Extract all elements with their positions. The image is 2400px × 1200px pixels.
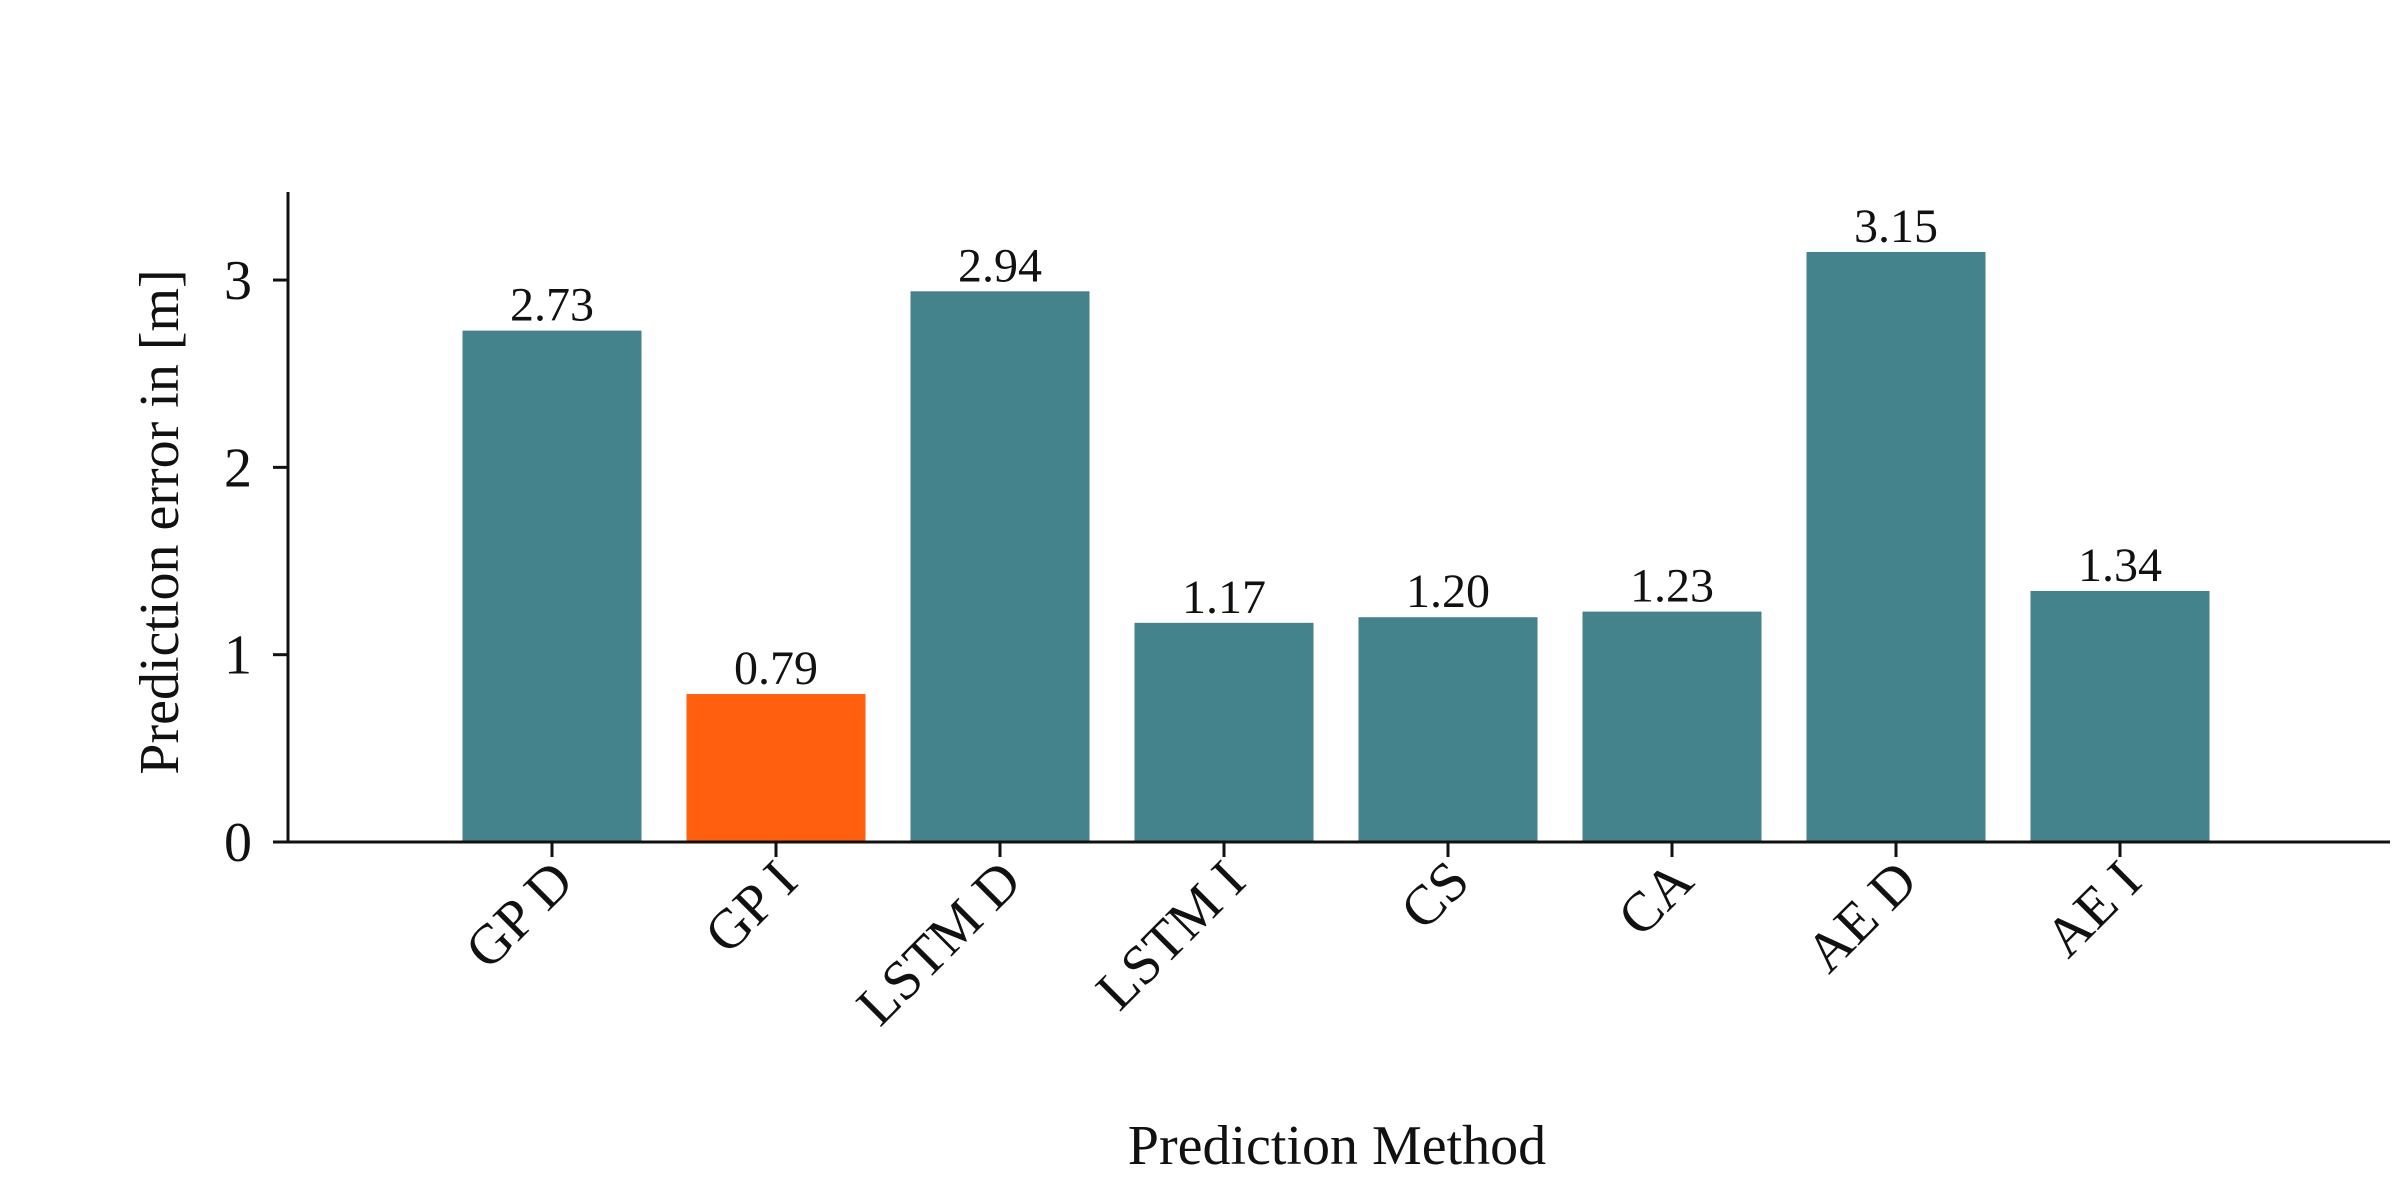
y-ticks-layer: 0 1 2 3 xyxy=(224,250,288,874)
x-axis-label: Prediction Method xyxy=(1128,1115,1546,1177)
bar-ae-i xyxy=(2030,590,2210,842)
x-tick-label-gp-i: GP I xyxy=(693,849,809,965)
bar-gp-d xyxy=(462,330,642,842)
x-tick-label-ca: CA xyxy=(1606,849,1705,948)
value-label-lstm-i: 1.17 xyxy=(1182,571,1266,624)
bars-layer xyxy=(462,251,2210,842)
x-tick-label-cs: CS xyxy=(1389,849,1481,941)
x-ticks-layer: GP D GP I LSTM D LSTM I CS CA AE D AE I xyxy=(454,842,2153,1037)
x-tick-label-ae-i: AE I xyxy=(2033,849,2153,969)
value-label-gp-d: 2.73 xyxy=(510,279,594,332)
x-tick-label-ae-d: AE D xyxy=(1794,849,1929,984)
y-axis-label: Prediction error in [m] xyxy=(129,269,191,774)
value-label-gp-i: 0.79 xyxy=(734,642,818,695)
x-tick-label-lstm-i: LSTM I xyxy=(1085,849,1258,1022)
bar-gp-i xyxy=(686,694,866,842)
bar-lstm-d xyxy=(910,291,1090,842)
y-tick-label-1: 1 xyxy=(224,625,252,687)
bar-ca xyxy=(1582,611,1762,842)
bar-lstm-i xyxy=(1134,622,1314,842)
axes-layer xyxy=(286,192,2390,844)
x-tick-label-lstm-d: LSTM D xyxy=(845,849,1033,1037)
y-tick-label-0: 0 xyxy=(224,812,252,874)
bar-ae-d xyxy=(1806,251,1986,842)
x-tick-label-gp-d: GP D xyxy=(454,849,585,980)
value-label-ca: 1.23 xyxy=(1630,560,1714,613)
value-label-ae-d: 3.15 xyxy=(1854,200,1938,253)
y-tick-label-3: 3 xyxy=(224,250,252,312)
y-tick-label-2: 2 xyxy=(224,437,252,499)
value-label-ae-i: 1.34 xyxy=(2078,539,2162,592)
value-label-lstm-d: 2.94 xyxy=(958,239,1042,292)
value-label-cs: 1.20 xyxy=(1406,565,1490,618)
bar-cs xyxy=(1358,617,1538,842)
value-labels-layer: 2.73 0.79 2.94 1.17 1.20 1.23 3.15 1.34 xyxy=(510,200,2162,695)
